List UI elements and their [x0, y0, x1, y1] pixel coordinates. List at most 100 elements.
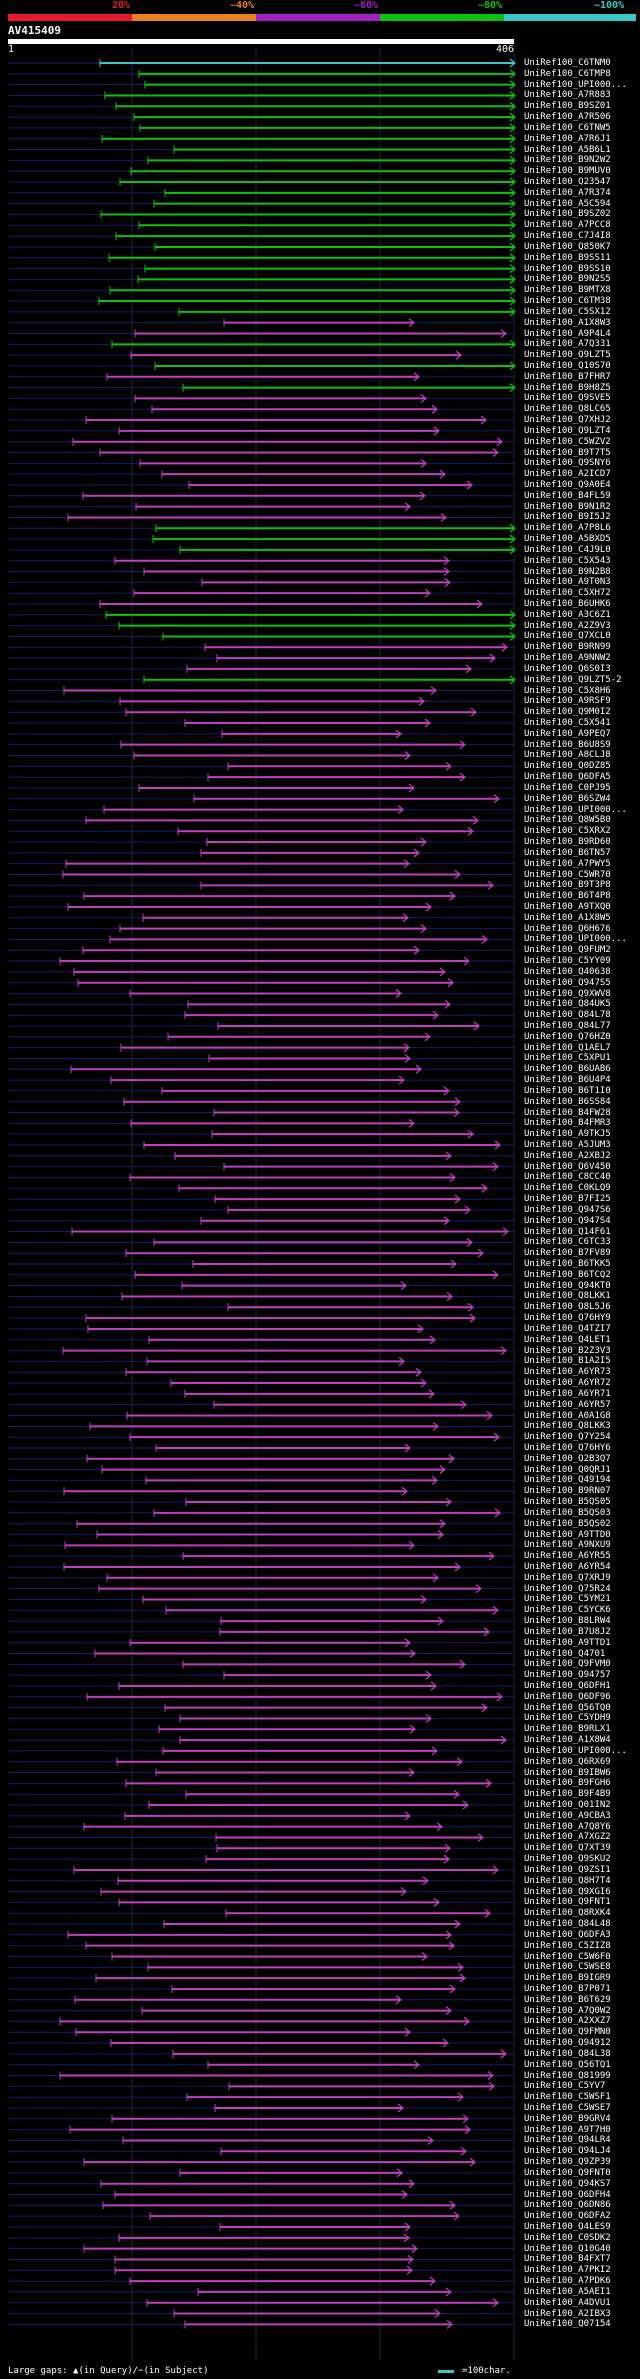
hit-label[interactable]: UniRef100_Q10S70 [524, 360, 611, 371]
hit-label[interactable]: UniRef100_Q9ZP39 [524, 2157, 611, 2168]
hit-label[interactable]: UniRef100_A2XXZ7 [524, 2016, 611, 2027]
hit-label[interactable]: UniRef100_A7R883 [524, 90, 611, 101]
hit-label[interactable]: UniRef100_Q9FMN0 [524, 2027, 611, 2038]
hit-label[interactable]: UniRef100_A6YR54 [524, 1561, 611, 1572]
hit-label[interactable]: UniRef100_B5QS03 [524, 1507, 611, 1518]
hit-label[interactable]: UniRef100_C5YV7 [524, 2081, 606, 2092]
hit-label[interactable]: UniRef100_C5W6F0 [524, 1951, 611, 1962]
hit-label[interactable]: UniRef100_C5X543 [524, 555, 611, 566]
hit-label[interactable]: UniRef100_Q94912 [524, 2038, 611, 2049]
hit-label[interactable]: UniRef100_C6TC33 [524, 1237, 611, 1248]
hit-label[interactable]: UniRef100_Q10G40 [524, 2243, 611, 2254]
hit-label[interactable]: UniRef100_C5WR70 [524, 869, 611, 880]
hit-label[interactable]: UniRef100_B5QS02 [524, 1518, 611, 1529]
hit-label[interactable]: UniRef100_Q9FNT1 [524, 1897, 611, 1908]
hit-label[interactable]: UniRef100_Q76HY6 [524, 1442, 611, 1453]
hit-label[interactable]: UniRef100_A1X8W4 [524, 1735, 611, 1746]
hit-label[interactable]: UniRef100_Q6DFH1 [524, 1681, 611, 1691]
hit-label[interactable]: UniRef100_Q9SVE5 [524, 393, 611, 404]
hit-label[interactable]: UniRef100_Q6DFH4 [524, 2189, 611, 2200]
hit-label[interactable]: UniRef100_Q07154 [524, 2319, 611, 2330]
hit-label[interactable]: UniRef100_A7R6J1 [524, 133, 611, 144]
hit-label[interactable]: UniRef100_B9N1R2 [524, 501, 611, 512]
hit-label[interactable]: UniRef100_B9RN99 [524, 642, 611, 653]
hit-label[interactable]: UniRef100_Q94757 [524, 1670, 611, 1681]
hit-label[interactable]: UniRef100_A8CLJ8 [524, 750, 611, 761]
hit-label[interactable]: UniRef100_Q947S5 [524, 977, 611, 988]
hit-label[interactable]: UniRef100_Q9LZT5 [524, 350, 611, 361]
hit-label[interactable]: UniRef100_C5YDH9 [524, 1713, 611, 1724]
hit-label[interactable]: UniRef100_B9GRV4 [524, 2113, 611, 2124]
hit-label[interactable]: UniRef100_A6YR55 [524, 1551, 611, 1562]
hit-label[interactable]: UniRef100_A4DVU1 [524, 2297, 611, 2308]
hit-label[interactable]: UniRef100_Q6DFA5 [524, 772, 611, 783]
hit-label[interactable]: UniRef100_Q94KT0 [524, 1280, 611, 1291]
hit-label[interactable]: UniRef100_Q6S0I3 [524, 663, 611, 674]
hit-label[interactable]: UniRef100_Q8RXK4 [524, 1908, 611, 1919]
hit-label[interactable]: UniRef100_Q6RX69 [524, 1756, 611, 1767]
hit-label[interactable]: UniRef100_Q7XRJ9 [524, 1572, 611, 1583]
hit-label[interactable]: UniRef100_A9TXQ0 [524, 901, 611, 912]
hit-label[interactable]: UniRef100_A9TTD1 [524, 1637, 611, 1648]
hit-label[interactable]: UniRef100_A9TTD0 [524, 1529, 611, 1540]
hit-label[interactable]: UniRef100_Q0DZ85 [524, 761, 611, 772]
hit-label[interactable]: UniRef100_C5WSE8 [524, 1962, 611, 1973]
hit-label[interactable]: UniRef100_B9SZ01 [524, 101, 611, 112]
hit-label[interactable]: UniRef100_A9CBA3 [524, 1810, 611, 1821]
hit-label[interactable]: UniRef100_C5ZIZ8 [524, 1940, 611, 1951]
hit-label[interactable]: UniRef100_B6U8S9 [524, 739, 611, 750]
hit-label[interactable]: UniRef100_A6YR71 [524, 1388, 611, 1399]
hit-label[interactable]: UniRef100_B7FV89 [524, 1248, 611, 1259]
hit-label[interactable]: UniRef100_C5YM21 [524, 1594, 611, 1605]
hit-label[interactable]: UniRef100_A5AEI1 [524, 2286, 611, 2297]
hit-label[interactable]: UniRef100_C4J9L0 [524, 544, 611, 555]
hit-label[interactable]: UniRef100_Q4701 [524, 1648, 606, 1659]
hit-label[interactable]: UniRef100_B8LRW4 [524, 1616, 611, 1627]
hit-label[interactable]: UniRef100_Q84L78 [524, 1010, 611, 1021]
hit-label[interactable]: UniRef100_A9RSF9 [524, 696, 611, 707]
hit-label[interactable]: UniRef100_Q9FVM0 [524, 1659, 611, 1670]
hit-label[interactable]: UniRef100_C0PJ95 [524, 782, 611, 793]
hit-label[interactable]: UniRef100_Q6DN86 [524, 2200, 611, 2211]
hit-label[interactable]: UniRef100_B6T4P8 [524, 891, 611, 902]
hit-label[interactable]: UniRef100_C5XRX2 [524, 826, 611, 837]
hit-label[interactable]: UniRef100_B9FGH6 [524, 1778, 611, 1789]
hit-label[interactable]: UniRef100_Q9LZT4 [524, 425, 611, 436]
hit-label[interactable]: UniRef100_B6UAB6 [524, 1064, 611, 1075]
hit-label[interactable]: UniRef100_Q9FNT0 [524, 2167, 611, 2178]
hit-label[interactable]: UniRef100_Q8H7T4 [524, 1875, 611, 1886]
hit-label[interactable]: UniRef100_Q9FUM2 [524, 945, 611, 956]
hit-label[interactable]: UniRef100_A1X8W5 [524, 912, 611, 923]
hit-label[interactable]: UniRef100_Q9ZSI1 [524, 1864, 611, 1875]
hit-label[interactable]: UniRef100_A5JUM3 [524, 1140, 611, 1150]
hit-label[interactable]: UniRef100_C5XPU1 [524, 1053, 611, 1064]
hit-label[interactable]: UniRef100_A7PDK6 [524, 2276, 611, 2287]
hit-label[interactable]: UniRef100_B9I5J2 [524, 512, 611, 523]
hit-label[interactable]: UniRef100_Q94KS7 [524, 2178, 611, 2189]
hit-label[interactable]: UniRef100_Q947S4 [524, 1215, 611, 1226]
hit-label[interactable]: UniRef100_Q56TQ0 [524, 1702, 611, 1713]
hit-label[interactable]: UniRef100_B7U8J2 [524, 1626, 611, 1637]
hit-label[interactable]: UniRef100_A2Z9V3 [524, 620, 611, 631]
hit-label[interactable]: UniRef100_Q49194 [524, 1475, 611, 1486]
hit-label[interactable]: UniRef100_A1X8W3 [524, 317, 611, 328]
hit-label[interactable]: UniRef100_C6TM38 [524, 296, 611, 307]
hit-label[interactable]: UniRef100_A7PKI2 [524, 2265, 611, 2276]
hit-label[interactable]: UniRef100_A2XBJ2 [524, 1150, 611, 1161]
hit-label[interactable]: UniRef100_A9P4L4 [524, 328, 611, 339]
hit-label[interactable]: UniRef100_B9IBW6 [524, 1767, 611, 1778]
hit-label[interactable]: UniRef100_B7P071 [524, 1983, 611, 1994]
hit-label[interactable]: UniRef100_Q94LJ4 [524, 2146, 611, 2157]
hit-label[interactable]: UniRef100_A5B6L1 [524, 144, 611, 155]
hit-label[interactable]: UniRef100_Q0QRJ1 [524, 1464, 611, 1475]
hit-label[interactable]: UniRef100_A6YR73 [524, 1367, 611, 1378]
hit-label[interactable]: UniRef100_B9SS11 [524, 252, 611, 263]
hit-label[interactable]: UniRef100_Q75R24 [524, 1583, 611, 1594]
hit-label[interactable]: UniRef100_Q81999 [524, 2070, 611, 2081]
hit-label[interactable]: UniRef100_C5YY09 [524, 956, 611, 967]
hit-label[interactable]: UniRef100_B4FMR3 [524, 1118, 611, 1129]
hit-label[interactable]: UniRef100_UPI000... [524, 804, 627, 815]
hit-label[interactable]: UniRef100_B9N2W2 [524, 155, 611, 166]
hit-label[interactable]: UniRef100_Q94LR4 [524, 2135, 611, 2146]
hit-label[interactable]: UniRef100_B6SS84 [524, 1096, 611, 1107]
